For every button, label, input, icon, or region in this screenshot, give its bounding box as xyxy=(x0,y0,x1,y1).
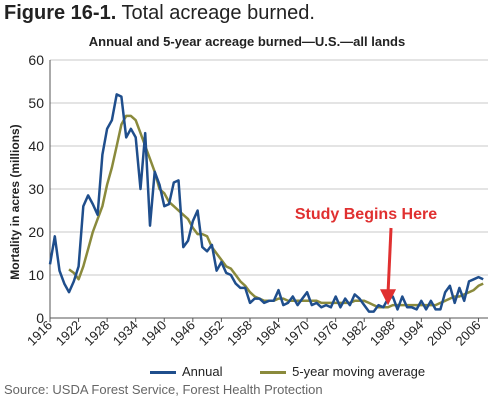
series-line-annual xyxy=(48,93,484,313)
x-tick-label: 1940 xyxy=(138,318,169,349)
x-tick-label: 1928 xyxy=(81,318,112,349)
x-tick-label: 1970 xyxy=(281,318,312,349)
annotation: Study Begins Here xyxy=(295,206,437,306)
y-tick-label: 60 xyxy=(28,52,44,68)
x-tick-label: 1934 xyxy=(110,318,141,349)
legend: Annual 5-year moving average xyxy=(150,364,459,379)
axes xyxy=(49,60,488,322)
series-line-moving-average xyxy=(68,114,484,309)
y-tick-label: 20 xyxy=(28,224,44,240)
x-tick-label: 1994 xyxy=(395,318,426,349)
legend-label-moving-average: 5-year moving average xyxy=(292,364,426,379)
legend-swatch-annual xyxy=(150,371,176,375)
x-tick-label: 1982 xyxy=(338,318,369,349)
figure-title: Total acreage burned. xyxy=(121,2,315,24)
legend-item-annual: Annual xyxy=(150,364,222,379)
x-tick-label: 1988 xyxy=(367,318,398,349)
x-tick-label: 2000 xyxy=(424,318,455,349)
y-tick-label: 0 xyxy=(36,310,44,326)
x-tick-label: 1964 xyxy=(253,318,284,349)
figure-number: Figure 16-1. xyxy=(4,2,117,24)
grid-lines xyxy=(50,59,488,276)
x-tick-label: 1946 xyxy=(167,318,198,349)
y-tick-label: 50 xyxy=(28,95,44,111)
annotation-text: Study Begins Here xyxy=(295,206,437,223)
x-tick-labels: 1916192219281934194019461952195819641970… xyxy=(24,318,484,349)
annotation-arrow-head xyxy=(380,289,397,306)
annotation-arrow-shaft xyxy=(386,227,393,294)
figure-heading: Figure 16-1. Total acreage burned. xyxy=(4,2,315,25)
y-tick-label: 10 xyxy=(28,267,44,283)
series-lines xyxy=(48,93,484,313)
x-tick-label: 1958 xyxy=(224,318,255,349)
y-tick-label: 40 xyxy=(28,138,44,154)
y-tick-label: 30 xyxy=(28,181,44,197)
legend-swatch-moving-average xyxy=(260,371,287,375)
legend-item-moving-average: 5-year moving average xyxy=(260,364,425,379)
chart-title: Annual and 5-year acreage burned—U.S.—al… xyxy=(88,34,406,49)
legend-label-annual: Annual xyxy=(182,364,223,379)
x-tick-label: 1952 xyxy=(195,318,226,349)
y-tick-labels: 0 10 20 30 40 50 60 xyxy=(28,52,44,326)
x-tick-label: 1922 xyxy=(53,318,84,349)
x-tick-label: 1916 xyxy=(24,318,55,349)
source-note: Source: USDA Forest Service, Forest Heal… xyxy=(4,382,323,397)
y-axis-label: Mortality in acres (millions) xyxy=(8,124,22,279)
x-tick-label: 1976 xyxy=(310,318,341,349)
x-tick-label: 2006 xyxy=(453,318,484,349)
